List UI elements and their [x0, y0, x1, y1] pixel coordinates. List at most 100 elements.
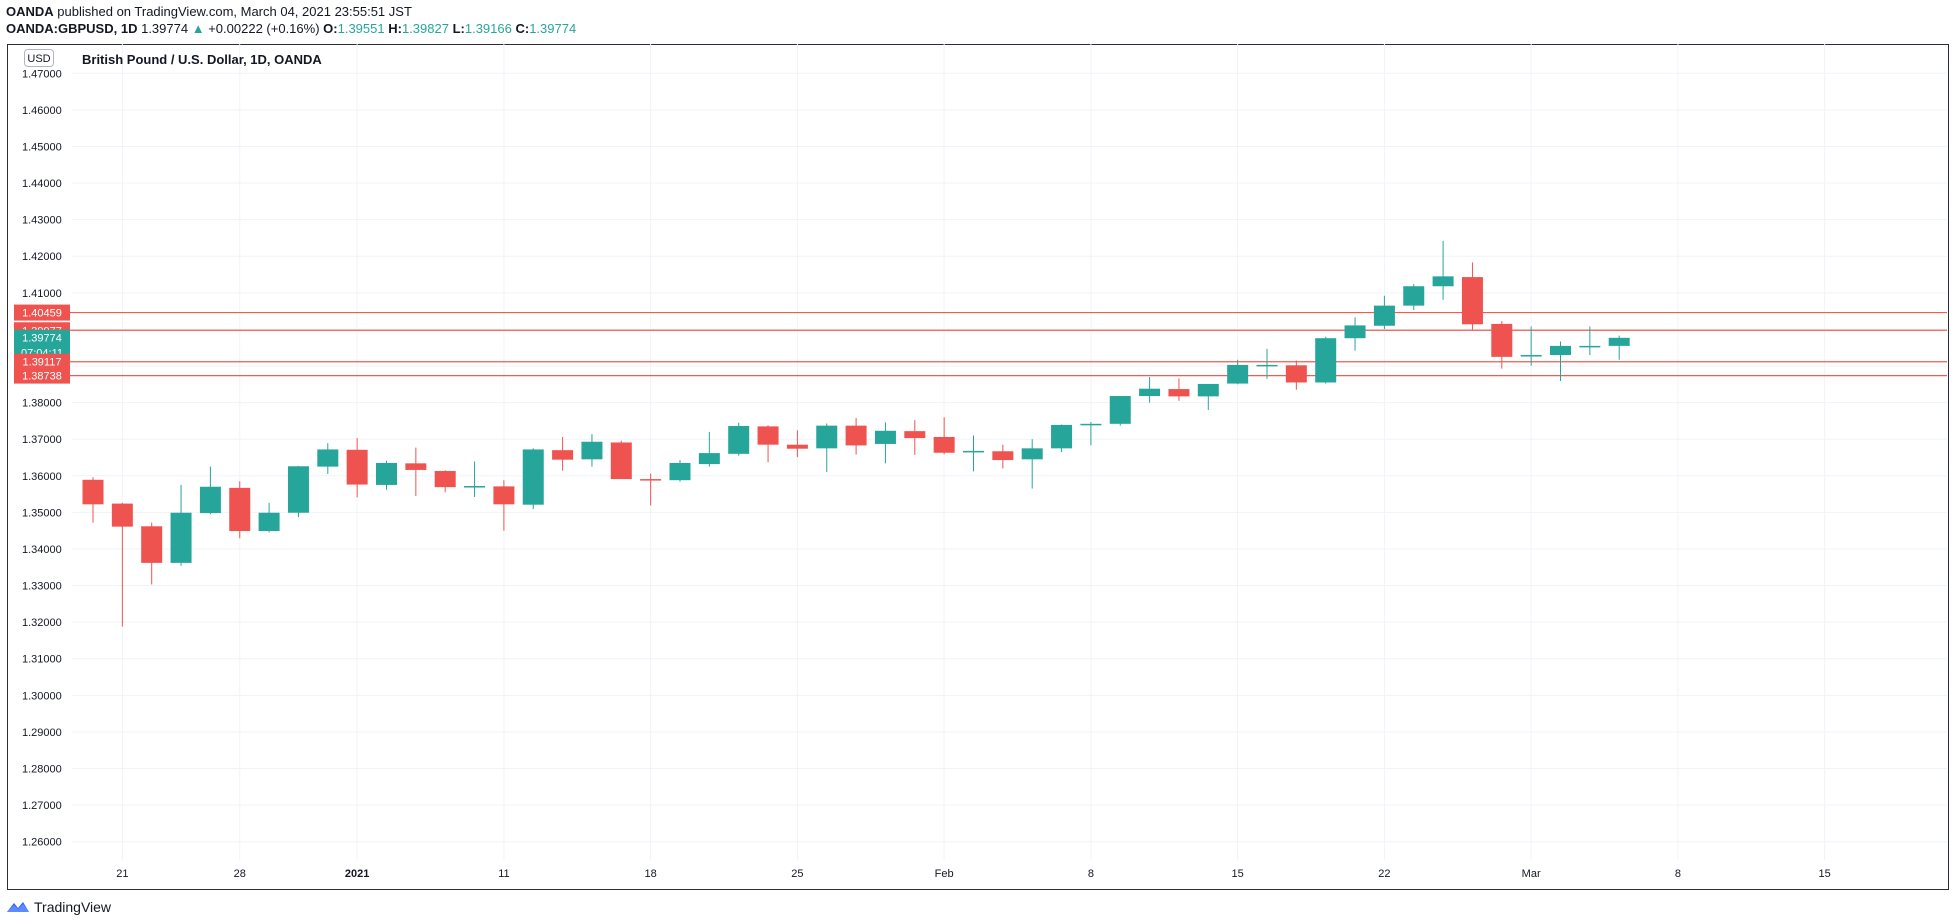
candle-body[interactable]	[933, 436, 955, 453]
x-tick-label: 18	[645, 868, 657, 880]
candle-body[interactable]	[522, 449, 544, 505]
x-tick-label: 11	[498, 868, 509, 880]
price-label-text: 1.38738	[22, 371, 62, 383]
y-tick-label: 1.32000	[22, 617, 62, 629]
candle-body[interactable]	[1550, 345, 1571, 356]
candle-body[interactable]	[1256, 364, 1278, 367]
x-tick-label: Mar	[1522, 868, 1541, 880]
candle-body[interactable]	[610, 442, 632, 480]
candle-body[interactable]	[1139, 388, 1161, 397]
candle-body[interactable]	[1227, 364, 1249, 384]
y-tick-label: 1.28000	[22, 764, 62, 776]
y-tick-label: 1.45000	[22, 141, 62, 153]
y-tick-label: 1.33000	[22, 581, 62, 593]
x-tick-label: Feb	[935, 868, 954, 880]
candle-body[interactable]	[874, 430, 896, 444]
y-tick-label: 1.27000	[22, 800, 62, 812]
price-label-box	[14, 353, 70, 370]
candle-body[interactable]	[1461, 277, 1483, 325]
y-tick-label: 1.41000	[22, 288, 62, 300]
x-tick-label: 2021	[345, 868, 369, 880]
price-label-box	[14, 367, 70, 384]
open-label: O:	[323, 21, 338, 36]
candle-body[interactable]	[1109, 396, 1131, 424]
candle-body[interactable]	[287, 466, 309, 513]
y-tick-label: 1.46000	[22, 105, 62, 117]
candle-body[interactable]	[346, 449, 368, 485]
y-tick-label: 1.38000	[22, 398, 62, 410]
candle-body[interactable]	[669, 462, 691, 481]
price-change: +0.00222 (+0.16%)	[208, 21, 320, 36]
candle-body[interactable]	[1080, 423, 1102, 426]
high-label: H:	[388, 21, 402, 36]
candle-body[interactable]	[1285, 365, 1307, 383]
candle-body[interactable]	[434, 471, 456, 488]
x-tick-label: 25	[791, 868, 803, 880]
high-value: 1.39827	[401, 21, 449, 36]
close-value: 1.39774	[529, 21, 577, 36]
candle-body[interactable]	[698, 453, 720, 465]
price-label-text: 1.39117	[23, 357, 62, 369]
y-tick-label: 1.43000	[22, 215, 62, 227]
chart-frame	[7, 44, 1949, 890]
price-label-text: 1.39774	[22, 333, 62, 345]
candle-body[interactable]	[1315, 338, 1337, 383]
candle-body[interactable]	[757, 426, 779, 445]
y-tick-label: 1.47000	[22, 68, 62, 80]
candle-body[interactable]	[1168, 389, 1190, 397]
x-tick-label: 15	[1819, 868, 1831, 880]
footer: TradingView	[6, 897, 111, 917]
candle-body[interactable]	[493, 486, 515, 505]
last-price: 1.39774	[141, 21, 189, 36]
candle-body[interactable]	[1403, 286, 1425, 306]
price-label-box	[14, 304, 70, 321]
candle-body[interactable]	[170, 512, 192, 563]
candle-body[interactable]	[376, 462, 397, 485]
y-tick-label: 1.26000	[22, 837, 62, 849]
price-label-box	[14, 329, 70, 346]
candle-body[interactable]	[405, 463, 427, 470]
candle-body[interactable]	[199, 486, 221, 514]
candle-body[interactable]	[1344, 325, 1366, 339]
candle-body[interactable]	[1432, 276, 1454, 287]
candle-body[interactable]	[728, 426, 750, 454]
candle-body[interactable]	[904, 431, 926, 439]
candle-body[interactable]	[317, 449, 339, 467]
candle-body[interactable]	[1373, 305, 1395, 326]
candle-body[interactable]	[258, 512, 280, 532]
publish-line: OANDA published on TradingView.com, Marc…	[6, 4, 412, 19]
candle-body[interactable]	[1520, 355, 1542, 357]
candle-body[interactable]	[1491, 323, 1513, 357]
candle-body[interactable]	[141, 526, 163, 563]
candle-body[interactable]	[786, 444, 808, 449]
y-tick-label: 1.30000	[22, 690, 62, 702]
x-tick-label: 8	[1675, 868, 1681, 880]
candle-body[interactable]	[229, 487, 251, 532]
price-label-text: 1.40459	[22, 308, 62, 320]
low-label: L:	[452, 21, 465, 36]
chart-title: British Pound / U.S. Dollar, 1D, OANDA	[82, 52, 322, 67]
candle-body[interactable]	[82, 479, 104, 505]
candle-body[interactable]	[1021, 448, 1043, 460]
candle-body[interactable]	[963, 450, 984, 453]
x-tick-label: 8	[1088, 868, 1094, 880]
candle-body[interactable]	[1197, 383, 1219, 397]
candle-body[interactable]	[552, 450, 574, 460]
currency-button[interactable]: USD	[24, 49, 54, 67]
candle-body[interactable]	[816, 425, 838, 449]
x-tick-label: 21	[116, 868, 128, 880]
candle-body[interactable]	[111, 503, 133, 527]
candle-body[interactable]	[992, 451, 1014, 461]
candle-body[interactable]	[581, 441, 603, 460]
footer-brand: TradingView	[34, 899, 112, 915]
tradingview-logo-icon	[6, 900, 30, 914]
candle-body[interactable]	[464, 486, 486, 488]
candle-body[interactable]	[1579, 345, 1601, 348]
candle-body[interactable]	[640, 479, 662, 481]
y-tick-label: 1.29000	[22, 727, 62, 739]
candle-body[interactable]	[1051, 424, 1073, 449]
up-arrow-icon: ▲	[191, 21, 205, 36]
candle-body[interactable]	[1608, 337, 1630, 346]
candle-body[interactable]	[845, 425, 867, 446]
